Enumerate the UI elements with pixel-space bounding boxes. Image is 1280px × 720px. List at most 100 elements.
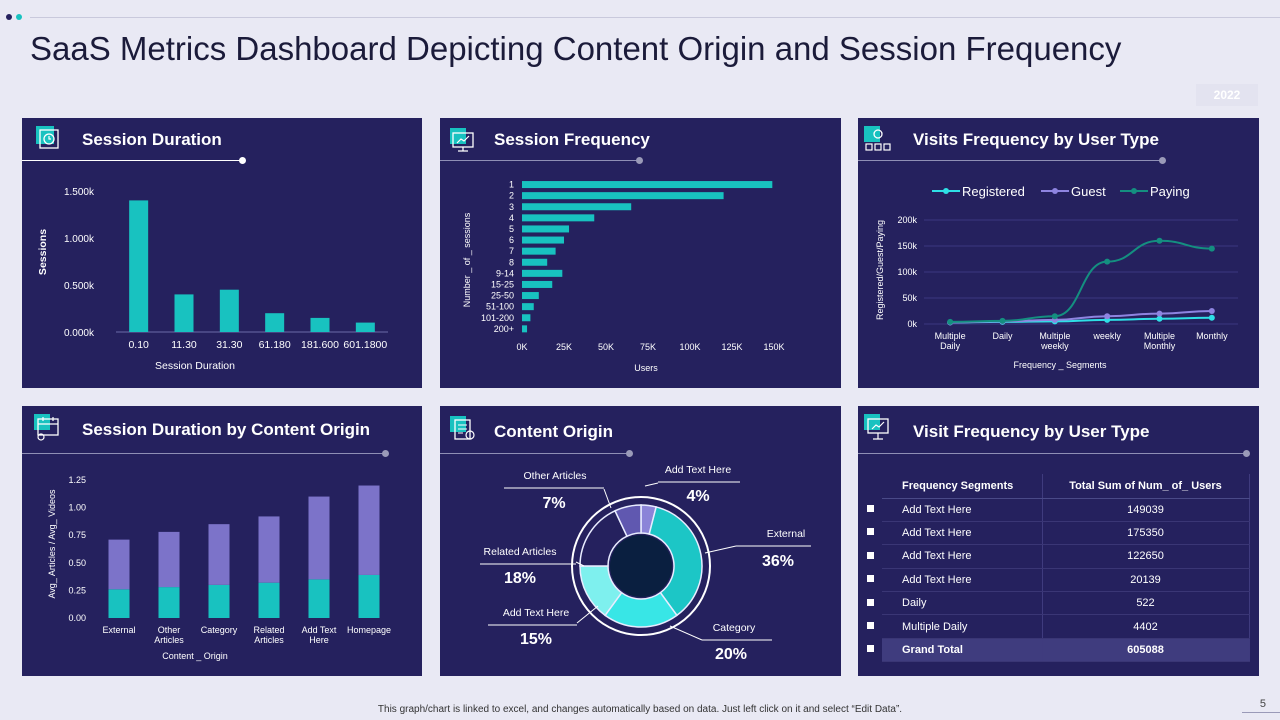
data-point — [1156, 237, 1163, 244]
slice-value: 18% — [504, 570, 536, 587]
slice-label: Add Text Here — [665, 464, 732, 476]
x-tick-label: weekly — [1040, 341, 1069, 351]
table-header-row: Frequency Segments Total Sum of Num_ of_… — [882, 474, 1250, 499]
x-tick-label: Homepage — [347, 625, 391, 635]
row-bullet-icon — [867, 599, 874, 606]
bar — [522, 247, 556, 255]
y-tick-label: 200+ — [494, 324, 514, 334]
table-cell: 149039 — [1042, 498, 1250, 522]
panel-content-origin: Content Origin Add Text Here 4% External 36… — [440, 406, 841, 676]
slice-label: External — [767, 528, 806, 540]
leader-line — [576, 605, 599, 624]
content-origin-donut: Add Text Here 4% External 36% Category 20% Add… — [480, 464, 811, 663]
x-tick-label: Monthly — [1144, 341, 1176, 351]
table-cell: 122650 — [1042, 544, 1250, 569]
table-cell: Add Text Here — [882, 498, 1043, 522]
legend-swatch — [1131, 188, 1137, 194]
bar — [522, 225, 570, 233]
table-row: Add Text Here 175350 — [882, 521, 1250, 546]
data-point — [1208, 308, 1215, 314]
x-tick-label: 61.180 — [259, 339, 291, 351]
y-tick-label: 1.25 — [68, 475, 86, 485]
panel-underline — [440, 450, 633, 457]
bar — [219, 289, 239, 332]
slice-label: Category — [713, 622, 756, 634]
stacked-bar-segment — [108, 589, 130, 618]
leader-line — [575, 561, 585, 567]
column-header: Total Sum of Num_ of_ Users — [1042, 474, 1250, 499]
data-point — [999, 317, 1006, 324]
x-axis-label: Content _ Origin — [162, 651, 228, 661]
table-total-row: Grand Total 605088 — [882, 638, 1250, 663]
table-row: Add Text Here 20139 — [882, 568, 1250, 593]
stacked-bar-segment — [158, 531, 180, 588]
data-point — [947, 318, 954, 325]
bar — [522, 236, 564, 244]
slice-value: 15% — [520, 631, 552, 648]
x-tick-label: 0.10 — [128, 339, 149, 351]
stacked-bar-segment — [208, 584, 230, 618]
x-tick-label: Here — [309, 635, 329, 645]
x-tick-label: Daily — [992, 331, 1013, 341]
page-title: SaaS Metrics Dashboard Depicting Content… — [30, 30, 1122, 67]
y-tick-label: 200k — [897, 215, 917, 225]
x-axis-label: Session Duration — [155, 360, 235, 372]
donut-slice — [614, 504, 642, 538]
y-tick-label: 7 — [509, 246, 514, 256]
dot-icon — [6, 14, 12, 20]
y-tick-label: 0.000k — [64, 328, 95, 339]
calendar-settings-icon — [34, 414, 59, 441]
session-duration-chart: 0.000k 0.500k 1.000k 1.500k 0.10 11.30 31.30 61… — [37, 187, 388, 372]
row-bullet-icon — [867, 645, 874, 652]
x-axis-label: Frequency _ Segments — [1013, 360, 1107, 370]
x-tick-label: Other — [158, 625, 181, 635]
x-tick-label: 11.30 — [171, 339, 197, 351]
panel-title: Content Origin — [494, 422, 613, 441]
slice-value: 36% — [762, 553, 794, 570]
x-tick-label: 150K — [763, 342, 784, 352]
y-axis-label: Number _ of _ sessions — [462, 212, 472, 307]
visit-frequency-table: Frequency Segments Total Sum of Num_ of_… — [882, 474, 1250, 663]
y-tick-label: 9-14 — [496, 268, 514, 278]
x-tick-label: 50K — [598, 342, 614, 352]
y-tick-label: 150k — [897, 241, 917, 251]
x-tick-label: 125K — [721, 342, 742, 352]
panel-underline — [22, 157, 246, 164]
panel-underline — [858, 450, 1250, 457]
data-point — [1104, 258, 1111, 265]
bar — [522, 292, 539, 300]
row-bullet-icon — [867, 505, 874, 512]
table-row: Multiple Daily 4402 — [882, 614, 1250, 639]
leader-line — [704, 545, 737, 554]
table-cell: Grand Total — [882, 638, 1043, 663]
y-tick-label: 0k — [907, 319, 917, 329]
x-tick-label: Multiple — [1144, 331, 1175, 341]
table-row: Add Text Here 122650 — [882, 544, 1250, 569]
y-tick-label: 101-200 — [481, 313, 514, 323]
x-tick-label: Articles — [154, 635, 184, 645]
y-tick-label: 0.50 — [68, 558, 86, 568]
panel-title: Session Duration by Content Origin — [82, 420, 371, 439]
slice-label: Other Articles — [523, 470, 586, 482]
table-cell: 175350 — [1042, 521, 1250, 546]
column-header: Frequency Segments — [882, 474, 1043, 499]
y-tick-label: 0.00 — [68, 613, 86, 623]
bar — [522, 214, 595, 222]
slice-value: 7% — [542, 495, 565, 512]
panel-title: Visit Frequency by User Type — [913, 422, 1150, 441]
panel-title: Session Frequency — [494, 130, 650, 149]
slice-label: Add Text Here — [503, 607, 570, 619]
clock-analytics-icon — [36, 126, 59, 149]
panel-duration-by-origin: Session Duration by Content Origin 0.00 0… — [22, 406, 422, 676]
bar — [522, 325, 528, 333]
data-point — [1208, 245, 1215, 252]
x-axis-label: Users — [634, 363, 658, 373]
bar — [522, 192, 724, 200]
y-tick-label: 15-25 — [491, 279, 514, 289]
bar — [522, 181, 773, 189]
table-cell: Add Text Here — [882, 568, 1043, 593]
y-tick-label: 0.75 — [68, 530, 86, 540]
legend-swatch — [1052, 188, 1058, 194]
users-network-icon — [864, 126, 891, 151]
